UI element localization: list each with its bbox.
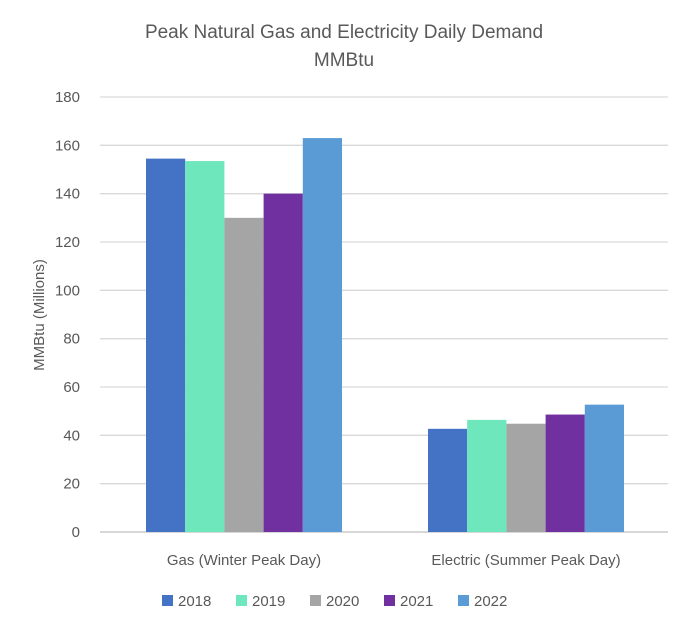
legend-swatch bbox=[310, 595, 321, 606]
y-tick-label: 100 bbox=[55, 282, 80, 299]
y-tick-label: 20 bbox=[63, 476, 80, 493]
chart-title: Peak Natural Gas and Electricity Daily D… bbox=[145, 22, 543, 43]
legend-label: 2021 bbox=[400, 593, 433, 610]
y-tick-label: 80 bbox=[63, 331, 80, 348]
legend-swatch bbox=[162, 595, 173, 606]
legend-label: 2018 bbox=[178, 593, 211, 610]
chart-subtitle: MMBtu bbox=[314, 50, 374, 71]
legend-label: 2019 bbox=[252, 593, 285, 610]
y-tick-label: 60 bbox=[63, 379, 80, 396]
legend-swatch bbox=[384, 595, 395, 606]
y-tick-label: 180 bbox=[55, 89, 80, 106]
bar-2022-electric bbox=[584, 404, 624, 532]
y-tick-label: 40 bbox=[63, 427, 80, 444]
bar-2019-gas bbox=[185, 161, 225, 532]
bar-2020-gas bbox=[224, 217, 264, 533]
y-tick-label: 0 bbox=[72, 524, 80, 541]
x-tick-label: Gas (Winter Peak Day) bbox=[167, 552, 321, 569]
bar-2018-electric bbox=[428, 428, 468, 532]
legend-swatch bbox=[236, 595, 247, 606]
bar-2019-electric bbox=[467, 419, 507, 532]
bar-2018-gas bbox=[146, 158, 186, 532]
legend-label: 2020 bbox=[326, 593, 359, 610]
legend-label: 2022 bbox=[474, 593, 507, 610]
x-tick-label: Electric (Summer Peak Day) bbox=[431, 552, 620, 569]
bar-2022-gas bbox=[302, 138, 342, 533]
bar-2021-electric bbox=[545, 414, 585, 532]
legend-swatch bbox=[458, 595, 469, 606]
bar-2021-gas bbox=[263, 193, 303, 532]
y-tick-label: 120 bbox=[55, 234, 80, 251]
bar-2020-electric bbox=[506, 423, 546, 532]
y-axis-label: MMBtu (Millions) bbox=[31, 259, 48, 371]
y-tick-label: 160 bbox=[55, 137, 80, 154]
y-tick-label: 140 bbox=[55, 186, 80, 203]
